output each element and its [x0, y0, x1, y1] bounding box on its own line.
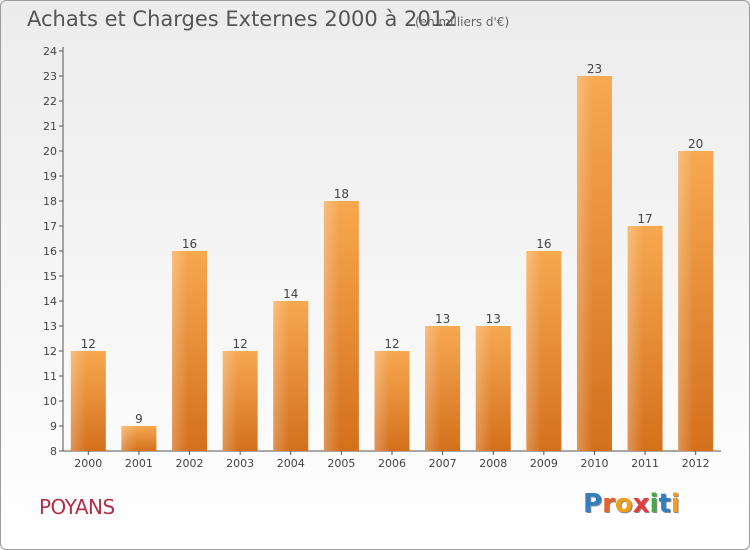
commune-name: POYANS	[39, 495, 115, 519]
y-tick-label: 18	[43, 195, 57, 208]
logo-letter: i	[670, 489, 680, 519]
y-tick-label: 11	[43, 370, 57, 383]
y-tick-label: 20	[43, 145, 57, 158]
chart-title: Achats et Charges Externes 2000 à 2012	[27, 7, 458, 31]
y-tick-label: 16	[43, 245, 57, 258]
bar-highlight	[576, 76, 593, 451]
x-tick-label: 2007	[429, 457, 457, 470]
bar-highlight	[475, 326, 492, 451]
y-tick-label: 8	[50, 445, 57, 458]
bars	[70, 76, 714, 451]
x-tick-label: 2000	[74, 457, 102, 470]
x-tick-label: 2005	[327, 457, 355, 470]
bar-highlight	[222, 351, 239, 451]
bar-highlight	[526, 251, 543, 451]
x-tick-label: 2011	[631, 457, 659, 470]
x-tick-label: 2008	[479, 457, 507, 470]
bar-highlight	[323, 201, 340, 451]
logo-letter: x	[632, 489, 650, 519]
bar-value-label: 23	[587, 62, 602, 76]
bar-value-label: 13	[486, 312, 501, 326]
bar-highlight	[172, 251, 188, 451]
bar-value-label: 20	[688, 137, 703, 151]
logo-letter: o	[614, 489, 633, 519]
y-tick-label: 17	[43, 220, 57, 233]
axes: 8 9 10 11 12 13 14 15 16 17 18 19 20 21 22 23 24 2000 2001…	[43, 45, 721, 470]
bar-value-label: 14	[283, 287, 298, 301]
y-tick-label: 10	[43, 395, 57, 408]
x-tick-label: 2012	[682, 457, 710, 470]
x-tick-label: 2004	[277, 457, 305, 470]
proxiti-logo: Proxiti	[583, 489, 680, 519]
bar-value-label: 17	[637, 212, 652, 226]
y-tick-label: 19	[43, 170, 57, 183]
bar-value-label: 12	[384, 337, 399, 351]
bar-value-label: 16	[536, 237, 551, 251]
x-tick-label: 2001	[125, 457, 153, 470]
logo-letter: t	[658, 489, 671, 519]
bar-highlight	[273, 301, 290, 451]
bar-value-label: 18	[334, 187, 349, 201]
bar-value-label: 9	[135, 412, 143, 426]
y-tick-label: 23	[43, 70, 57, 83]
y-tick-label: 14	[43, 295, 57, 308]
bar-highlight	[374, 351, 391, 451]
data-labels: 12 9 16 12 14 18 12 13 13 16 23 17 20	[81, 62, 704, 426]
logo-letter: P	[583, 489, 603, 519]
y-tick-label: 24	[43, 45, 57, 58]
bar-value-label: 13	[435, 312, 450, 326]
bar-highlight	[70, 351, 87, 451]
bar-value-label: 12	[233, 337, 248, 351]
x-tick-label: 2009	[530, 457, 558, 470]
x-tick-label: 2010	[580, 457, 608, 470]
bar-value-label: 12	[81, 337, 96, 351]
bar-highlight	[678, 151, 694, 451]
y-tick-label: 21	[43, 120, 57, 133]
bar-highlight	[425, 326, 441, 451]
logo-letter: i	[649, 489, 659, 519]
y-tick-label: 12	[43, 345, 57, 358]
y-tick-label: 9	[50, 420, 57, 433]
x-tick-label: 2006	[378, 457, 406, 470]
x-tick-label: 2002	[176, 457, 204, 470]
y-tick-label: 22	[43, 95, 57, 108]
y-tick-label: 13	[43, 320, 57, 333]
x-tick-label: 2003	[226, 457, 254, 470]
bar-value-label: 16	[182, 237, 197, 251]
bar-highlight	[121, 426, 138, 451]
logo-letter: r	[602, 489, 615, 519]
chart-subtitle: (en milliers d'€)	[415, 15, 510, 29]
y-tick-label: 15	[43, 270, 57, 283]
bar-highlight	[627, 226, 644, 451]
